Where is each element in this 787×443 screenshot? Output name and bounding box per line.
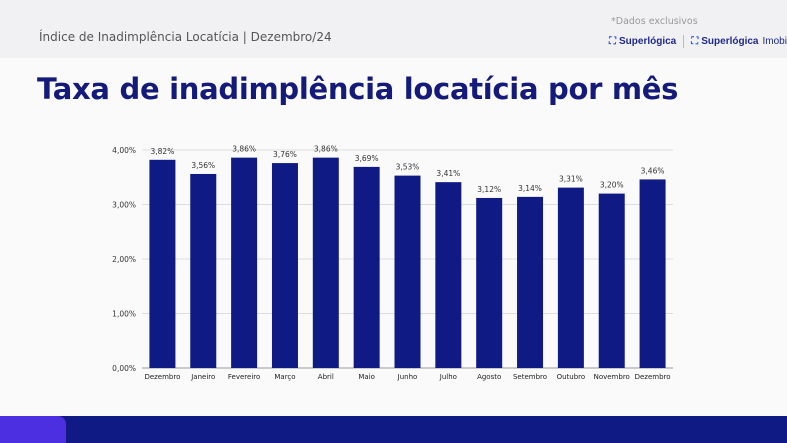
x-tick-label: Dezembro <box>144 373 180 381</box>
logo-superlogica-imobi: Superlógica <box>701 36 759 47</box>
bar-chart: 0,00% 1,00% 2,00% 3,00% 4,00% 3,82% Dezembro 3,… <box>112 145 673 381</box>
logo-superlogica: Superlógica <box>619 36 677 47</box>
data-label: 3,46% <box>641 166 665 175</box>
page-title: Taxa de inadimplência locatícia por mês <box>37 72 679 106</box>
logo-imobi-suffix: Imobi <box>762 36 787 47</box>
x-tick-label: Julho <box>439 373 457 381</box>
bar <box>312 157 339 368</box>
data-label: 3,41% <box>436 169 460 178</box>
x-tick-label: Abril <box>318 373 334 381</box>
x-tick-label: Dezembro <box>635 373 671 381</box>
x-tick-label: Março <box>274 373 295 381</box>
report-subtitle: Índice de Inadimplência Locatícia | Deze… <box>39 30 332 44</box>
y-tick-label: 2,00% <box>112 255 136 264</box>
x-tick-label: Setembro <box>513 373 547 381</box>
bar <box>394 175 421 368</box>
x-tick-label: Maio <box>358 373 375 381</box>
x-tick-label: Fevereiro <box>228 373 260 381</box>
x-tick-label: Junho <box>397 373 418 381</box>
superlogica-imobi-logo-icon: ⛶ <box>691 36 699 47</box>
superlogica-logo-icon: ⛶ <box>609 36 616 47</box>
y-tick-label: 1,00% <box>112 310 136 319</box>
bar <box>435 182 462 368</box>
footer-bar <box>0 416 787 443</box>
x-tick-label: Novembro <box>594 373 630 381</box>
data-label: 3,76% <box>273 150 297 159</box>
bar <box>353 166 380 368</box>
data-label: 3,82% <box>151 147 175 156</box>
data-label: 3,69% <box>355 154 379 163</box>
bar <box>190 173 217 368</box>
header-band <box>0 0 787 58</box>
data-label: 3,31% <box>559 175 583 184</box>
y-tick-label: 4,00% <box>112 146 136 155</box>
x-tick-label: Agosto <box>477 373 501 381</box>
footer-accent <box>0 416 66 443</box>
data-label: 3,56% <box>191 161 215 170</box>
bar <box>231 157 258 368</box>
data-label: 3,20% <box>600 181 624 190</box>
bar <box>476 197 503 368</box>
data-label: 3,12% <box>477 185 501 194</box>
bar <box>639 179 666 368</box>
data-label: 3,86% <box>232 145 256 154</box>
data-label: 3,14% <box>518 184 542 193</box>
exclusive-note: *Dados exclusivos <box>611 16 698 27</box>
data-label: 3,86% <box>314 145 338 154</box>
bar <box>557 187 584 368</box>
x-tick-label: Outubro <box>557 373 586 381</box>
data-label: 3,53% <box>396 163 420 172</box>
logos: ⛶ Superlógica ⛶ Superlógica Imobi <box>609 35 787 48</box>
bar <box>149 159 176 368</box>
bar <box>271 163 298 368</box>
y-tick-label: 0,00% <box>112 364 136 373</box>
x-tick-label: Janeiro <box>190 373 215 381</box>
logo-divider <box>683 35 685 48</box>
y-tick-label: 3,00% <box>112 201 136 210</box>
bar <box>598 193 625 368</box>
bar <box>517 196 544 368</box>
